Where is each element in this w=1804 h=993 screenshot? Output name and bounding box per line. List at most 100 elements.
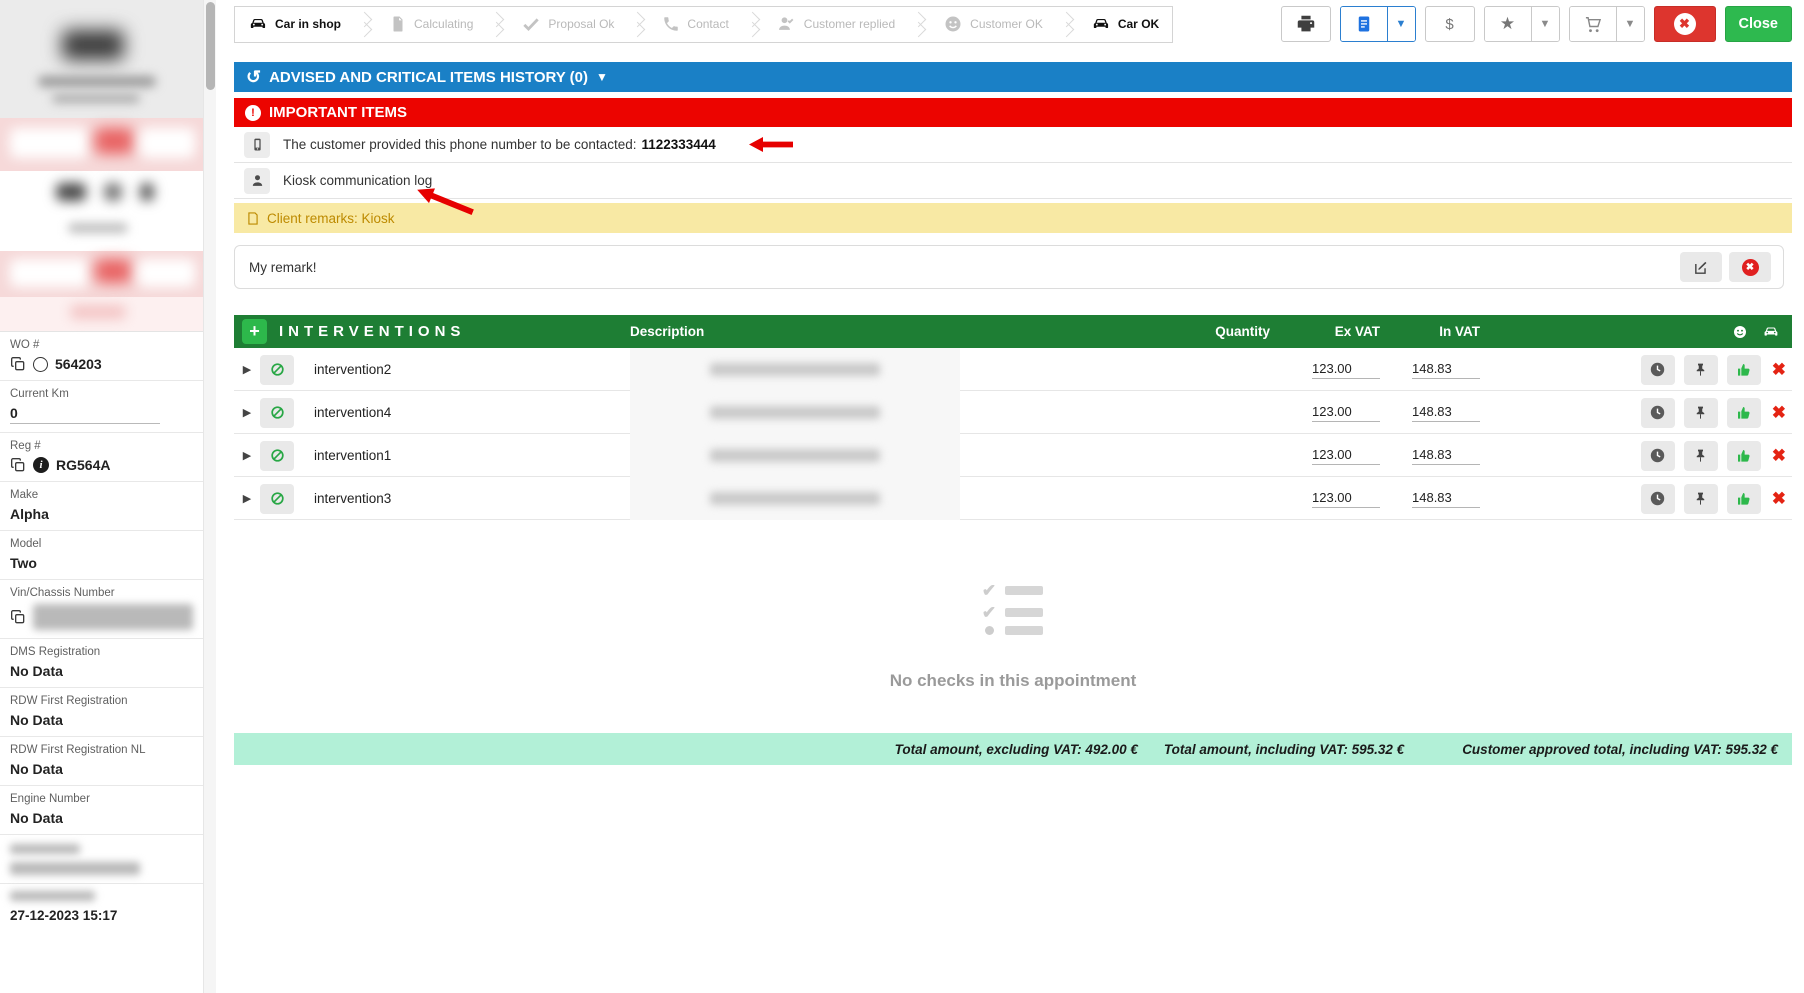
expand-caret[interactable]: ▶ (242, 407, 252, 419)
appointment-timestamp: 27-12-2023 15:17 (10, 908, 118, 923)
intervention-name[interactable]: intervention4 (314, 405, 392, 420)
cart-split-button: ▼ (1568, 6, 1645, 42)
copy-icon[interactable] (10, 457, 26, 473)
in-vat-input[interactable]: 148.83 (1412, 447, 1480, 465)
workflow-step-customer-ok[interactable]: Customer OK (930, 7, 1056, 42)
dollar-button[interactable]: $ (1424, 6, 1475, 42)
time-button[interactable] (1640, 440, 1675, 471)
client-remarks-row: Client remarks: Kiosk (234, 188, 1792, 233)
time-button[interactable] (1640, 354, 1675, 385)
advised-items-history-bar[interactable]: ↺ ADVISED AND CRITICAL ITEMS HISTORY (0)… (234, 62, 1792, 92)
approve-button[interactable] (1726, 397, 1761, 428)
approve-button[interactable] (1726, 483, 1761, 514)
field-label: Vin/Chassis Number (10, 587, 115, 599)
close-button[interactable]: Close (1724, 6, 1792, 42)
thumb-up-icon (1736, 448, 1752, 464)
eye-slash-icon[interactable] (260, 397, 294, 428)
pin-button[interactable] (1683, 440, 1718, 471)
star-split-button: ★ ▼ (1483, 6, 1560, 42)
redacted-text-line (52, 94, 140, 103)
eye-slash-icon[interactable] (260, 483, 294, 514)
workflow-step-label: Customer replied (803, 17, 896, 31)
intervention-name[interactable]: intervention1 (314, 448, 392, 463)
add-intervention-button[interactable]: + (242, 319, 267, 344)
in-vat-input[interactable]: 148.83 (1412, 404, 1480, 422)
redacted-dealer-header (0, 0, 203, 118)
workflow-step-label: Calculating (414, 17, 474, 31)
workflow-step-calculating[interactable]: Calculating (376, 7, 486, 42)
ex-vat-input[interactable]: 123.00 (1312, 361, 1380, 379)
pin-button[interactable] (1683, 397, 1718, 428)
approve-button[interactable] (1726, 440, 1761, 471)
pin-button[interactable] (1683, 354, 1718, 385)
rdw-first-registration-nl-value: No Data (10, 761, 63, 777)
in-vat-input[interactable]: 148.83 (1412, 361, 1480, 379)
field-label: Reg # (10, 440, 41, 452)
remove-x-icon[interactable]: ✖ (1771, 445, 1786, 465)
remove-x-icon[interactable]: ✖ (1771, 488, 1786, 508)
document-icon (389, 15, 407, 33)
expand-caret[interactable]: ▶ (242, 364, 252, 376)
expand-caret[interactable]: ▶ (242, 450, 252, 462)
edit-remark-button[interactable] (1680, 252, 1722, 282)
remove-x-icon[interactable]: ✖ (1771, 359, 1786, 379)
document-dropdown[interactable]: ▼ (1386, 7, 1415, 41)
dollar-icon: $ (1445, 15, 1454, 33)
document-button[interactable] (1340, 7, 1387, 41)
clock-icon (1649, 361, 1666, 378)
field-model: Model Two (0, 531, 203, 580)
workflow-separator (486, 7, 508, 42)
car-icon (248, 14, 268, 34)
field-current-km: Current Km 0 (0, 381, 203, 433)
workflow-step-proposal-ok[interactable]: Proposal Ok (508, 7, 627, 42)
in-vat-input[interactable]: 148.83 (1412, 490, 1480, 508)
cart-button[interactable] (1569, 7, 1616, 41)
copy-icon[interactable] (10, 356, 26, 372)
approve-button[interactable] (1726, 354, 1761, 385)
intervention-row: ▶ intervention2 123.00 148.83 ✖ (234, 348, 1792, 391)
remove-x-icon[interactable]: ✖ (1771, 402, 1786, 422)
time-button[interactable] (1640, 483, 1675, 514)
pin-button[interactable] (1683, 483, 1718, 514)
ex-vat-input[interactable]: 123.00 (1312, 404, 1380, 422)
time-button[interactable] (1640, 397, 1675, 428)
field-engine-number: Engine Number No Data (0, 786, 203, 835)
workflow-step-label: Car in shop (275, 17, 342, 31)
checklist-icon: ✔ ✔ (981, 582, 1045, 635)
current-km-input[interactable]: 0 (10, 405, 160, 424)
vertical-scrollbar[interactable] (203, 0, 216, 993)
ex-vat-input[interactable]: 123.00 (1312, 490, 1380, 508)
expand-caret[interactable]: ▶ (242, 493, 252, 505)
scrollbar-thumb[interactable] (206, 2, 215, 90)
eye-slash-icon[interactable] (260, 354, 294, 385)
cart-icon (1583, 14, 1603, 34)
ex-vat-input[interactable]: 123.00 (1312, 447, 1380, 465)
workflow-step-car-in-shop[interactable]: Car in shop (235, 7, 354, 42)
favorite-dropdown[interactable]: ▼ (1530, 7, 1559, 41)
cart-dropdown[interactable]: ▼ (1615, 7, 1644, 41)
delete-remark-button[interactable]: ✖ (1729, 252, 1771, 282)
workflow-step-contact[interactable]: Contact (649, 7, 741, 42)
note-icon (246, 211, 260, 226)
workflow-step-label: Contact (687, 17, 729, 31)
workflow-step-customer-replied[interactable]: Customer replied (764, 7, 908, 42)
cancel-appointment-button[interactable]: ✖ (1653, 6, 1716, 42)
field-label: WO # (10, 339, 40, 351)
info-icon[interactable]: i (33, 457, 49, 473)
circle-icon[interactable] (33, 356, 48, 372)
kiosk-log-row[interactable]: Kiosk communication log (234, 163, 1792, 199)
favorite-button[interactable]: ★ (1484, 7, 1531, 41)
intervention-name[interactable]: intervention2 (314, 362, 392, 377)
dms-registration-value: No Data (10, 663, 63, 679)
intervention-name[interactable]: intervention3 (314, 491, 392, 506)
eye-slash-icon[interactable] (260, 440, 294, 471)
chevron-down-icon: ▼ (596, 70, 608, 84)
my-remark-text: My remark! (249, 259, 317, 275)
copy-icon[interactable] (10, 609, 26, 625)
print-button[interactable] (1280, 6, 1331, 42)
field-label: Make (10, 489, 39, 501)
thumb-up-icon (1736, 362, 1752, 378)
thumb-up-icon (1736, 491, 1752, 507)
phone-contact-text: The customer provided this phone number … (283, 137, 637, 152)
workflow-step-car-ok[interactable]: Car OK (1078, 7, 1172, 42)
